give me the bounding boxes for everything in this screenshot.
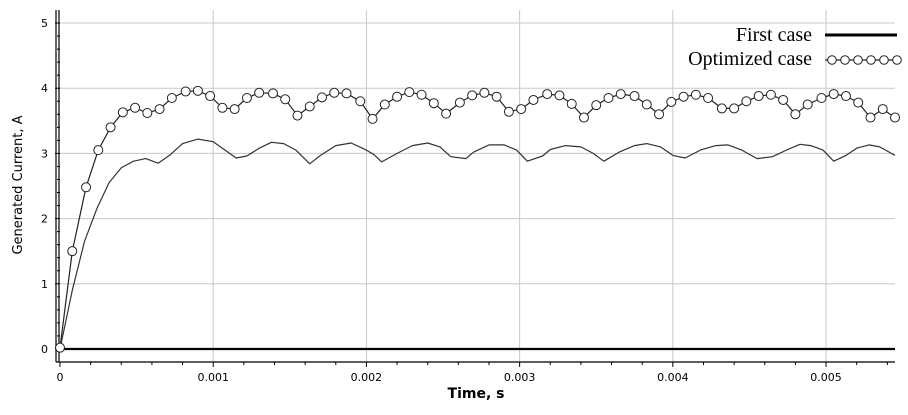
data-point-marker	[154, 104, 165, 115]
data-point-marker	[578, 112, 589, 123]
data-point-marker	[778, 94, 789, 105]
x-tick-label: 0.005	[810, 371, 842, 384]
data-point-marker	[217, 102, 228, 113]
legend-label-optimized-case: Optimized case	[688, 48, 812, 70]
legend-label-first-case: First case	[736, 24, 812, 46]
data-point-marker	[654, 109, 665, 120]
data-point-marker	[229, 104, 240, 115]
data-point-marker	[491, 91, 502, 102]
data-point-marker	[117, 107, 128, 118]
data-point-marker	[355, 96, 366, 107]
data-point-marker	[802, 99, 813, 110]
data-point-marker	[304, 101, 315, 112]
data-point-marker	[690, 89, 701, 100]
data-point-marker	[828, 89, 839, 100]
data-point-marker	[55, 342, 65, 353]
x-tick-label: 0.001	[197, 371, 229, 384]
data-point-marker	[241, 93, 252, 103]
y-tick-label: 2	[41, 213, 48, 226]
data-point-marker	[428, 98, 439, 109]
data-point-marker	[716, 103, 727, 114]
data-point-marker	[877, 104, 888, 115]
x-axis-label: Time, s	[448, 386, 505, 402]
data-point-marker	[853, 97, 864, 108]
data-point-marker	[379, 99, 390, 110]
data-point-marker	[666, 96, 677, 107]
data-point-marker	[603, 93, 614, 103]
data-point-marker	[205, 91, 216, 102]
data-point-marker	[741, 96, 752, 107]
data-point-marker	[416, 89, 427, 100]
data-point-marker	[615, 89, 626, 100]
x-tick-label: 0.003	[504, 371, 536, 384]
data-point-marker	[105, 122, 116, 133]
legend-marker	[840, 55, 850, 65]
x-axis-ticks: 0 0.001 0.002 0.003 0.004 0.005	[57, 362, 888, 384]
series-line-unlabeled	[59, 138, 896, 350]
x-tick-label: 0.004	[657, 371, 689, 384]
y-axis-ticks: 0 1 2 3 4 5	[41, 17, 60, 356]
data-point-marker	[316, 92, 327, 103]
data-point-marker	[542, 89, 553, 100]
data-point-marker	[503, 106, 514, 117]
data-point-marker	[67, 246, 78, 257]
data-point-marker	[367, 113, 378, 124]
data-point-marker	[441, 108, 452, 119]
data-point-marker	[254, 87, 265, 98]
data-point-marker	[280, 94, 291, 105]
markers-group	[55, 85, 900, 353]
data-point-marker	[392, 91, 403, 102]
data-point-marker	[890, 112, 900, 123]
y-tick-label: 5	[41, 17, 48, 30]
data-point-marker	[81, 182, 92, 193]
data-point-marker	[404, 87, 415, 98]
data-point-marker	[703, 93, 714, 103]
data-point-marker	[528, 94, 539, 105]
data-point-marker	[329, 87, 340, 98]
data-point-marker	[816, 93, 827, 103]
data-point-marker	[479, 87, 490, 98]
legend-marker	[827, 55, 837, 65]
data-point-marker	[641, 99, 652, 110]
data-point-marker	[292, 110, 303, 121]
series-group	[59, 90, 896, 351]
data-point-marker	[566, 98, 577, 109]
data-point-marker	[865, 112, 876, 123]
legend-marker	[866, 55, 876, 65]
y-tick-label: 0	[41, 343, 48, 356]
data-point-marker	[840, 91, 851, 102]
y-axis-label: Generated Current, A	[11, 115, 26, 254]
data-point-marker	[629, 91, 640, 102]
legend-marker	[853, 55, 863, 65]
data-point-marker	[467, 90, 478, 101]
series-line-optimized-case	[59, 90, 896, 348]
data-point-marker	[454, 97, 465, 108]
y-tick-label: 1	[41, 278, 48, 291]
data-point-marker	[678, 91, 689, 102]
data-point-marker	[180, 86, 191, 97]
data-point-marker	[267, 88, 278, 99]
data-point-marker	[166, 93, 177, 103]
y-tick-label: 3	[41, 147, 48, 160]
data-point-marker	[790, 109, 801, 120]
data-point-marker	[591, 100, 602, 111]
y-tick-label: 4	[41, 82, 48, 95]
data-point-marker	[341, 88, 352, 99]
data-point-marker	[729, 103, 740, 114]
data-point-marker	[192, 85, 203, 96]
legend-marker	[879, 55, 889, 65]
x-tick-label: 0.002	[351, 371, 383, 384]
data-point-marker	[142, 107, 153, 118]
axes	[55, 10, 895, 363]
data-point-marker	[130, 102, 141, 113]
x-tick-label: 0	[57, 371, 64, 384]
data-point-marker	[765, 89, 776, 100]
data-point-marker	[516, 104, 527, 115]
data-point-marker	[93, 145, 104, 156]
data-point-marker	[554, 90, 565, 101]
data-point-marker	[753, 91, 764, 102]
legend-marker	[892, 55, 902, 65]
